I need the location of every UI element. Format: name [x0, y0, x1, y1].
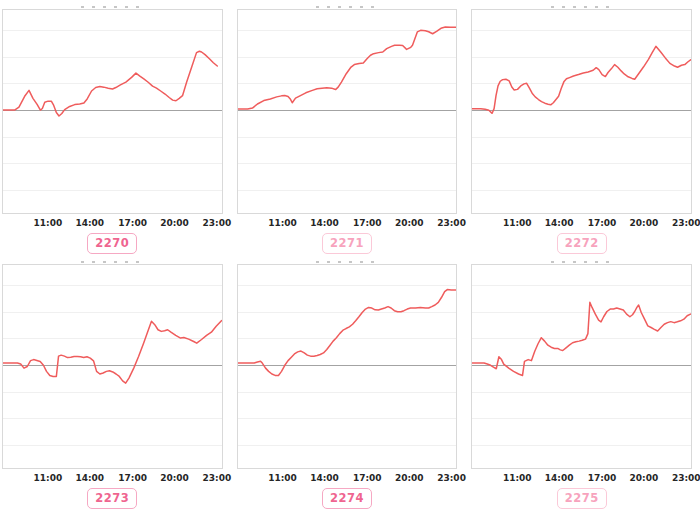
clipped-title-fragment — [2, 255, 223, 264]
x-tick-label: 20:00 — [160, 218, 189, 228]
clipped-title-fragment — [2, 0, 223, 9]
chart-plot-area[interactable] — [471, 9, 692, 214]
x-tick-label: 23:00 — [437, 473, 466, 483]
x-tick-label: 14:00 — [310, 473, 339, 483]
badge-row: 2274 — [237, 487, 458, 510]
chart-cell: 11:0014:0017:0020:0023:00 2275 — [471, 255, 692, 510]
chart-id-badge[interactable]: 2270 — [87, 233, 137, 254]
line-series — [3, 10, 222, 213]
x-tick-label: 23:00 — [437, 218, 466, 228]
x-tick-label: 23:00 — [203, 218, 232, 228]
x-tick-label: 14:00 — [75, 473, 104, 483]
chart-plot-area[interactable] — [2, 9, 223, 214]
x-tick-label: 11:00 — [268, 473, 297, 483]
badge-row: 2270 — [2, 232, 223, 255]
x-tick-label: 11:00 — [503, 218, 532, 228]
x-axis: 11:0014:0017:0020:0023:00 — [471, 214, 692, 232]
badge-row: 2273 — [2, 487, 223, 510]
clipped-title-fragment — [471, 255, 692, 264]
line-series — [472, 265, 691, 468]
chart-grid: 11:00 14:00 17:00 20:00 23:00 2270 11:00 14:0… — [0, 0, 700, 510]
x-tick-label: 20:00 — [395, 218, 424, 228]
chart-id-badge[interactable]: 2272 — [557, 233, 607, 254]
line-series — [472, 10, 691, 213]
x-tick-label: 14:00 — [545, 218, 574, 228]
chart-cell: 11:0014:0017:0020:0023:00 2274 — [237, 255, 458, 510]
clipped-title-fragment — [471, 0, 692, 9]
chart-id-badge[interactable]: 2273 — [87, 488, 137, 509]
x-tick-label: 14:00 — [545, 473, 574, 483]
clipped-title-fragment — [237, 0, 458, 9]
x-tick-label: 17:00 — [118, 473, 147, 483]
x-tick-label: 14:00 — [310, 218, 339, 228]
x-tick-label: 11:00 — [34, 473, 63, 483]
chart-plot-area[interactable] — [237, 264, 458, 469]
chart-plot-area[interactable] — [471, 264, 692, 469]
x-tick-label: 23:00 — [203, 473, 232, 483]
x-axis: 11:0014:0017:0020:0023:00 — [237, 214, 458, 232]
x-tick-label: 11:00 — [503, 473, 532, 483]
chart-id-badge[interactable]: 2275 — [557, 488, 607, 509]
chart-cell: 11:0014:0017:0020:0023:00 2271 — [237, 0, 458, 255]
x-axis: 11:0014:0017:0020:0023:00 — [237, 469, 458, 487]
x-tick-label: 20:00 — [630, 473, 659, 483]
x-tick-label: 11:00 — [268, 218, 297, 228]
x-tick-label: 23:00 — [672, 218, 700, 228]
x-tick-label: 11:00 — [34, 218, 63, 228]
chart-id-badge[interactable]: 2271 — [322, 233, 372, 254]
chart-cell: 11:0014:0017:0020:0023:00 2273 — [2, 255, 223, 510]
x-axis: 11:0014:0017:0020:0023:00 — [471, 469, 692, 487]
x-tick-label: 17:00 — [353, 473, 382, 483]
badge-row: 2272 — [471, 232, 692, 255]
chart-cell: 11:0014:0017:0020:0023:00 2270 — [2, 0, 223, 255]
x-tick-label: 14:00 — [75, 218, 104, 228]
x-tick-label: 17:00 — [588, 218, 617, 228]
x-tick-label: 20:00 — [395, 473, 424, 483]
x-tick-label: 23:00 — [672, 473, 700, 483]
x-axis: 11:0014:0017:0020:0023:00 — [2, 214, 223, 232]
badge-row: 2275 — [471, 487, 692, 510]
x-tick-label: 20:00 — [630, 218, 659, 228]
clipped-title-fragment — [237, 255, 458, 264]
x-axis: 11:0014:0017:0020:0023:00 — [2, 469, 223, 487]
line-series — [3, 265, 222, 468]
line-series — [238, 10, 457, 213]
chart-id-badge[interactable]: 2274 — [322, 488, 372, 509]
chart-cell: 11:0014:0017:0020:0023:00 2272 — [471, 0, 692, 255]
x-tick-label: 17:00 — [118, 218, 147, 228]
x-tick-label: 17:00 — [353, 218, 382, 228]
chart-plot-area[interactable] — [237, 9, 458, 214]
badge-row: 2271 — [237, 232, 458, 255]
x-tick-label: 17:00 — [588, 473, 617, 483]
line-series — [238, 265, 457, 468]
x-tick-label: 20:00 — [160, 473, 189, 483]
chart-plot-area[interactable] — [2, 264, 223, 469]
